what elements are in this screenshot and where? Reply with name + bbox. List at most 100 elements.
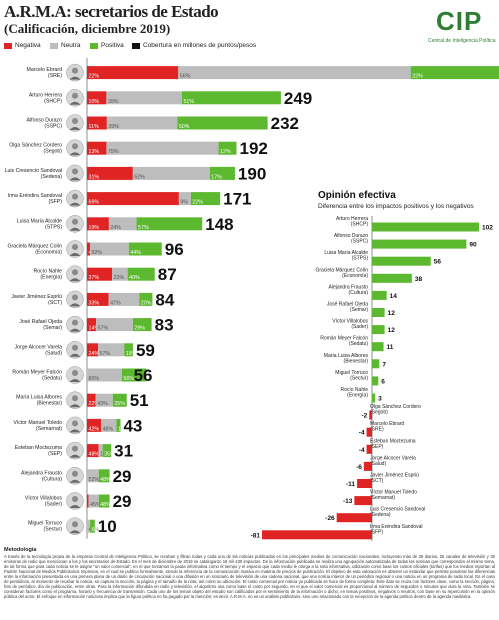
opinion-row-institution: (Sedena)	[370, 512, 391, 518]
row-institution-label: (SCT)	[48, 300, 62, 306]
bar-percent-label-negative: 69%	[89, 200, 100, 206]
avatar-body	[69, 278, 81, 282]
coverage-value-label: 190	[238, 164, 266, 183]
bar-percent-label-positive: 35%	[104, 452, 115, 458]
bar-segment-neutral	[106, 141, 219, 155]
bar-segment-positive	[127, 267, 155, 281]
avatar-head	[72, 92, 78, 99]
bar-percent-label-positive: 40%	[129, 275, 140, 281]
bar-segment-neutral	[178, 192, 191, 206]
avatar-body	[69, 227, 81, 231]
row-institution-label: (Economía)	[35, 250, 62, 256]
bar-segment-negative	[87, 418, 102, 432]
bar-percent-label-neutral: 45%	[90, 502, 101, 508]
bar-percent-label-neutral: 24%	[110, 225, 121, 231]
bar-percent-label-positive: 29%	[134, 326, 145, 332]
opinion-bar-positive	[372, 376, 379, 386]
bar-percent-label-negative: 14%	[89, 326, 100, 332]
opinion-row-name: María Luisa Albores	[324, 353, 369, 359]
avatar-body	[69, 353, 81, 357]
row-institution-label: (Sader)	[45, 502, 63, 508]
bar-segment-positive	[139, 292, 153, 306]
opinion-value-label: -4	[359, 447, 365, 454]
bar-segment-neutral	[108, 292, 140, 306]
avatar-body	[69, 127, 81, 130]
bar-percent-label-positive: 22%	[192, 200, 203, 206]
bar-segment-neutral	[106, 91, 182, 105]
bar-percent-label-neutral: 52%	[91, 250, 102, 256]
opinion-value-label: 102	[482, 225, 493, 232]
opinion-row-institution: (Salud)	[370, 461, 386, 467]
bar-percent-label-neutral: 57%	[100, 351, 111, 357]
bar-segment-positive	[102, 444, 112, 458]
bar-percent-label-neutral: 52%	[134, 174, 145, 180]
bar-segment-neutral	[87, 368, 122, 382]
coverage-value-label: 84	[155, 290, 174, 309]
row-name-label: Alejandra Frausto	[21, 470, 62, 476]
row-name-label: Jorge Alcocer Varela	[15, 344, 63, 350]
avatar-body	[69, 202, 81, 206]
avatar-body	[69, 429, 81, 433]
row-name-label: Miguel Torruco	[28, 521, 62, 527]
avatar-head	[72, 496, 78, 502]
legend-positive: Positiva	[90, 42, 124, 49]
opinion-value-label: 7	[382, 361, 386, 368]
opinion-bar-negative	[336, 513, 372, 523]
bar-percent-label-positive: 35%	[114, 401, 125, 407]
coverage-value-label: 87	[158, 265, 177, 284]
opinion-row-institution: (SSPC)	[351, 239, 368, 245]
opinion-bar-negative	[262, 530, 372, 540]
bar-segment-positive	[190, 192, 221, 206]
bar-percent-label-negative: 37%	[89, 275, 100, 281]
bar-segment-positive	[209, 166, 235, 180]
coverage-value-label: 96	[165, 240, 184, 259]
bar-percent-label-positive: 50%	[179, 124, 190, 130]
bar-percent-label-neutral: 39%	[108, 124, 119, 130]
row-institution-label: (Semarnat)	[36, 426, 62, 432]
bar-segment-positive	[181, 91, 281, 105]
bar-percent-label-positive: 48%	[100, 502, 111, 508]
bar-segment-positive	[98, 494, 110, 508]
bar-percent-label-neutral: 9%	[180, 200, 188, 206]
opinion-bar-positive	[372, 325, 385, 335]
opinion-bar-positive	[372, 342, 384, 352]
opinion-value-label: -6	[356, 464, 362, 471]
opinion-row-institution: (SFP)	[370, 529, 383, 535]
coverage-value-label: 192	[239, 139, 267, 158]
avatar-head	[72, 193, 78, 200]
opinion-row-name: Víctor Villalobos	[332, 319, 368, 325]
row-institution-label: (Segob)	[44, 149, 63, 155]
bar-segment-neutral	[178, 66, 411, 80]
avatar-head	[72, 319, 78, 326]
bar-segment-positive	[98, 469, 110, 483]
bar-segment-neutral	[132, 166, 210, 180]
coverage-value-label: 43	[123, 416, 142, 435]
opinion-value-label: -81	[251, 532, 261, 539]
row-institution-label: (SRE)	[48, 73, 62, 79]
methodology-text: A través de la tecnología propia de la e…	[4, 554, 495, 599]
opinion-row-institution: (Sectur)	[350, 375, 368, 381]
bar-segment-negative	[87, 141, 107, 155]
opinion-row-institution: (SEP)	[370, 444, 384, 450]
avatar-body	[69, 253, 81, 256]
bar-segment-neutral	[98, 444, 103, 458]
legend-negative: Negativa	[4, 42, 41, 49]
bar-segment-positive	[177, 116, 268, 130]
bar-segment-negative	[87, 217, 109, 231]
legend-coverage: Cobertura en millones de puntos/pesos	[132, 42, 256, 49]
avatar-head	[72, 244, 78, 250]
opinion-row-name: Víctor Manuel Toledo	[370, 490, 417, 496]
opinion-row-institution: (Energía)	[347, 393, 368, 399]
opinion-row-name: José Rafael Ojeda	[327, 302, 368, 308]
row-name-label: Víctor Manuel Toledo	[13, 420, 62, 426]
avatar-head	[72, 143, 78, 150]
bar-segment-neutral	[106, 116, 178, 130]
bar-segment-neutral	[98, 343, 125, 357]
opinion-value-label: 12	[388, 310, 396, 317]
bar-segment-negative	[87, 91, 107, 105]
row-institution-label: (Energía)	[40, 275, 62, 281]
coverage-value-label: 59	[136, 341, 155, 360]
opinion-value-label: 56	[434, 259, 442, 266]
bar-percent-label-positive: 48%	[100, 477, 111, 483]
legend-negative-label: Negativa	[15, 42, 41, 49]
